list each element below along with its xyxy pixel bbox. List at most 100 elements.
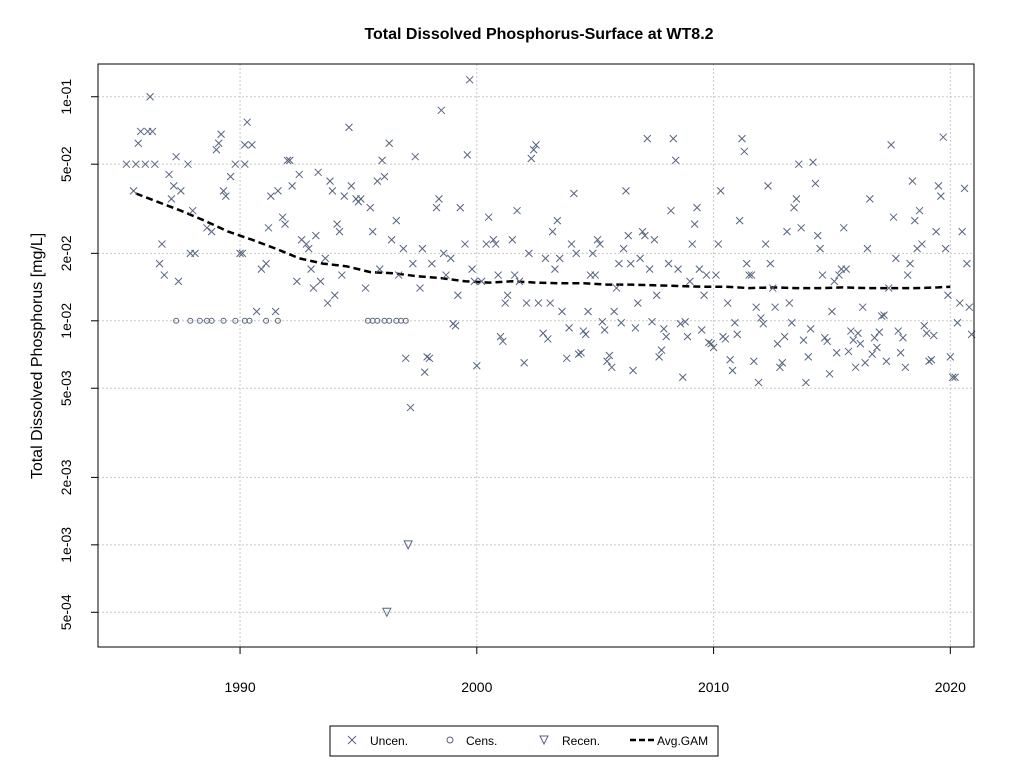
uncensored-point (401, 354, 410, 363)
uncensored-point-stroke (802, 378, 810, 387)
uncensored-point (697, 326, 706, 334)
y-tick-label: 5e-03 (58, 370, 74, 406)
uncensored-point-stroke (141, 160, 150, 169)
uncensored-point-stroke (865, 195, 874, 203)
uncensored-point (818, 271, 827, 279)
uncensored-point (257, 265, 266, 274)
uncensored-point-stroke (918, 240, 926, 248)
uncensored-point-stroke (515, 277, 524, 286)
uncensored-point-stroke (925, 357, 933, 366)
uncensored-point-stroke (432, 203, 441, 212)
legend-gam-label: Avg.GAM (657, 734, 708, 748)
uncensored-point (461, 240, 469, 248)
grid-lines (98, 64, 974, 647)
uncensored-point (252, 307, 261, 316)
uncensored-point (825, 369, 834, 378)
uncensored-point (752, 303, 761, 312)
uncensored-point-stroke (482, 240, 491, 248)
uncensored-point-stroke (733, 330, 742, 339)
uncensored-point (132, 160, 140, 169)
uncensored-point (477, 277, 486, 286)
uncensored-point-stroke (941, 244, 950, 253)
uncensored-point-stroke (688, 240, 697, 248)
uncensored-point-stroke (804, 353, 813, 361)
uncensored-point-stroke (901, 363, 910, 372)
uncensored-point (629, 366, 637, 375)
uncensored-point (903, 271, 912, 279)
uncensored-point-stroke (463, 151, 472, 159)
uncensored-point-stroke (248, 140, 256, 149)
uncensored-point-stroke (345, 123, 353, 132)
uncensored-point (790, 203, 798, 212)
uncensored-point-stroke (380, 172, 389, 181)
uncensored-point-stroke (664, 259, 673, 268)
uncensored-point (835, 271, 843, 279)
uncensored-point-stroke (607, 363, 616, 372)
uncensored-point-stroke (915, 206, 924, 215)
uncensored-point-stroke (442, 271, 450, 279)
uncensored-point (662, 332, 671, 341)
uncensored-point (726, 355, 734, 364)
uncensored-point-stroke (797, 223, 806, 232)
uncensored-point-stroke (214, 139, 223, 148)
uncensored-point-stroke (716, 187, 725, 195)
y-tick-label: 5e-04 (58, 594, 74, 630)
uncensored-point-stroke (293, 277, 301, 286)
uncensored-point (392, 216, 401, 225)
uncensored-point (844, 347, 853, 356)
data-points (122, 75, 976, 618)
uncensored-point-stroke (906, 259, 914, 268)
uncensored-point (884, 284, 893, 292)
uncensored-point (387, 235, 396, 244)
uncensored-point-stroke (828, 307, 836, 316)
uncensored-point (543, 335, 552, 343)
uncensored-point-stroke (880, 311, 888, 319)
uncensored-point (759, 319, 768, 328)
uncensored-point (380, 172, 389, 181)
uncensored-point-stroke (588, 249, 597, 258)
uncensored-point (221, 192, 230, 201)
y-tick-label: 1e-01 (58, 79, 74, 115)
uncensored-point-stroke (870, 333, 879, 342)
uncensored-point (212, 145, 221, 154)
uncensored-point-stroke (806, 325, 815, 333)
uncensored-point (572, 249, 581, 258)
uncensored-point (555, 254, 564, 263)
uncensored-point-stroke (693, 203, 701, 212)
uncensored-point (854, 329, 862, 338)
uncensored-point (702, 271, 711, 279)
uncensored-point-stroke (617, 318, 626, 327)
uncensored-point-stroke (849, 336, 858, 344)
uncensored-point (172, 152, 180, 161)
uncensored-point-stroke (884, 284, 893, 292)
uncensored-point (484, 213, 493, 222)
uncensored-point (664, 259, 673, 268)
uncensored-point (534, 299, 543, 307)
uncensored-point (330, 291, 339, 300)
uncensored-point-stroke (243, 118, 252, 127)
uncensored-point (806, 325, 815, 333)
uncensored-point-stroke (513, 206, 521, 215)
legend: Uncen. Cens. Recen. Avg.GAM (329, 725, 719, 757)
uncensored-point-stroke (534, 299, 543, 307)
uncensored-point (472, 361, 481, 370)
uncensored-point-stroke (510, 271, 519, 279)
uncensored-point-stroke (963, 259, 971, 268)
uncensored-point-stroke (203, 223, 211, 232)
uncensored-point (745, 271, 753, 279)
censored-point (208, 317, 215, 324)
uncensored-point (948, 373, 957, 382)
uncensored-point-stroke (780, 332, 789, 341)
x-tick-label: 1990 (224, 679, 255, 695)
uncensored-point (619, 244, 628, 253)
uncensored-point-stroke (165, 170, 173, 179)
uncensored-point (880, 311, 888, 319)
uncensored-point (813, 231, 822, 240)
uncensored-point (728, 366, 737, 375)
uncensored-point-stroke (551, 265, 559, 274)
uncensored-point (799, 336, 808, 344)
uncensored-point (141, 160, 150, 169)
uncensored-point (892, 254, 900, 263)
uncensored-point-stroke (825, 369, 834, 378)
uncensored-point-stroke (496, 332, 505, 341)
